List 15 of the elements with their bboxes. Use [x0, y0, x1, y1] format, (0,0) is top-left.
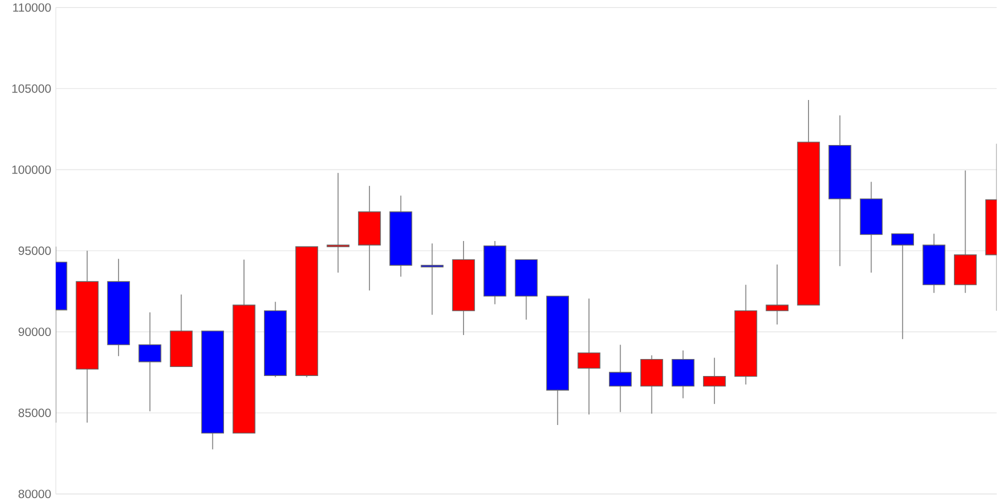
candlestick — [703, 357, 726, 404]
candlestick — [138, 312, 162, 412]
y-tick-label: 95000 — [18, 246, 51, 255]
y-tick-label: 105000 — [12, 84, 51, 93]
candlestick — [420, 242, 444, 316]
y-tick-label: 80000 — [18, 489, 51, 498]
y-tick-label: 85000 — [18, 408, 51, 417]
candlestick — [326, 172, 350, 273]
candlestick — [578, 298, 600, 415]
candlestick — [766, 264, 789, 325]
candlestick — [891, 232, 914, 340]
candlestick — [608, 344, 632, 412]
y-tick-label: 90000 — [18, 327, 51, 336]
y-tick-label: 100000 — [12, 165, 51, 174]
y-tick-label: 110000 — [13, 3, 51, 12]
